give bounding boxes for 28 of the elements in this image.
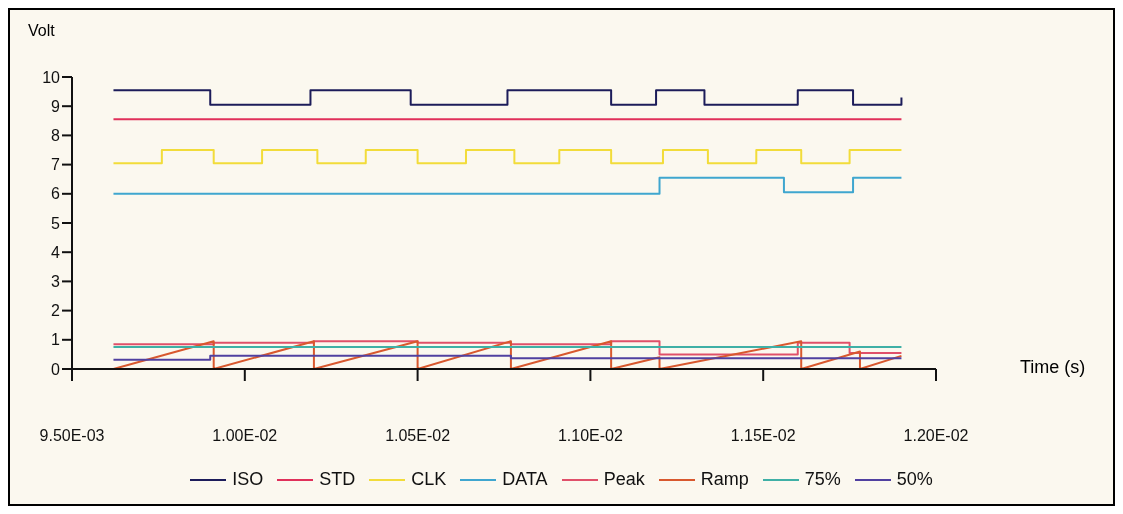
y-axis-title: Volt <box>28 22 55 40</box>
y-tick-label: 4 <box>51 243 61 261</box>
legend-label: ISO <box>232 469 264 490</box>
x-tick-label: 1.05E-02 <box>385 427 451 444</box>
x-tick-label: 1.00E-02 <box>212 427 278 444</box>
y-tick-label: 9 <box>51 97 61 115</box>
y-tick-label: 10 <box>42 68 61 86</box>
x-tick-label: 1.15E-02 <box>730 427 796 444</box>
y-tick-label: 8 <box>51 127 61 145</box>
legend-label: Peak <box>603 469 645 490</box>
legend-label: DATA <box>502 469 548 490</box>
legend-label: 50% <box>896 469 933 490</box>
y-tick-label: 1 <box>51 331 61 349</box>
legend-label: CLK <box>411 469 447 490</box>
y-tick-label: 7 <box>51 156 61 174</box>
legend-label: STD <box>319 469 356 490</box>
y-tick-label: 2 <box>51 302 61 320</box>
x-tick-label: 9.50E-03 <box>39 427 105 444</box>
x-tick-label: 1.10E-02 <box>557 427 623 444</box>
line-series <box>112 340 903 369</box>
x-tick-label: 1.20E-02 <box>903 427 969 444</box>
legend-label: Ramp <box>700 469 749 490</box>
y-tick-label: 3 <box>51 273 61 291</box>
y-tick-label: 0 <box>51 360 61 378</box>
legend-label: 75% <box>804 469 841 490</box>
y-tick-label: 6 <box>51 185 61 203</box>
y-tick-label: 5 <box>51 214 61 232</box>
x-axis-title: Time (s) <box>1020 357 1086 378</box>
